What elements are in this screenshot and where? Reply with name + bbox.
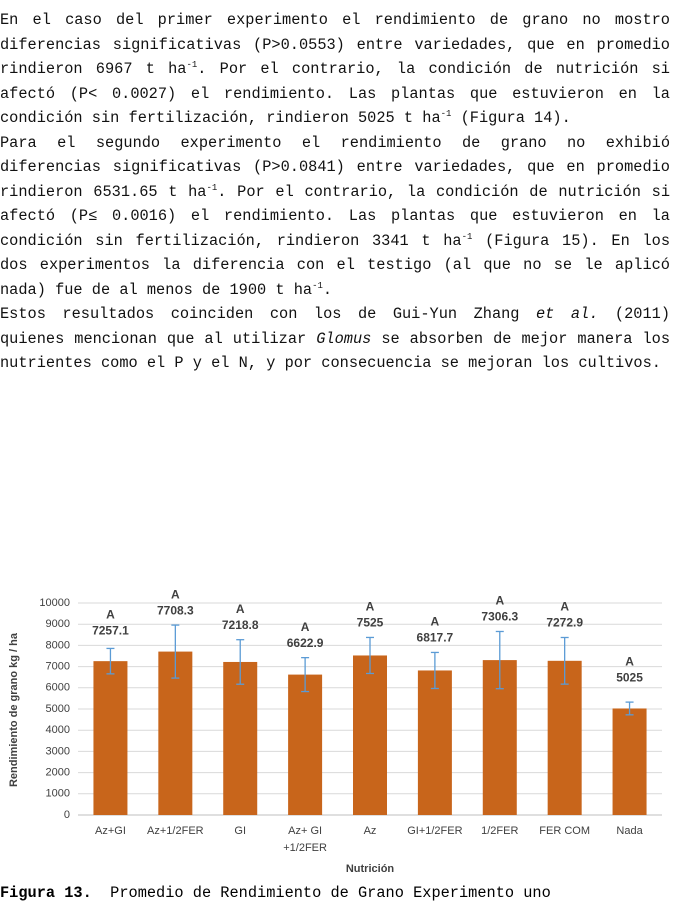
paragraph: En el caso del primer experimento el ren… — [0, 8, 670, 131]
run: . Por el contrario, la condición de nutr… — [0, 182, 670, 250]
y-tick-label: 9000 — [46, 618, 70, 630]
y-tick-label: 2000 — [46, 767, 70, 779]
superscript: -1 — [461, 231, 473, 242]
bar — [417, 670, 452, 815]
value-label: 7257.1 — [92, 623, 129, 637]
run: Para el segundo experimento el rendimien… — [0, 133, 670, 201]
run: En el caso del primer experimento el ren… — [0, 11, 670, 78]
group-label: A — [236, 602, 245, 616]
italic-run: et al. — [536, 305, 599, 323]
value-label: 6622.9 — [287, 636, 324, 650]
run: (2011) quienes mencionan que al utilizar — [0, 305, 671, 348]
x-tick-label: Az+ GI — [288, 825, 322, 837]
y-tick-label: 0 — [64, 809, 70, 821]
group-label: A — [301, 620, 310, 634]
run: (Figura 14). — [451, 109, 571, 127]
y-tick-label: 6000 — [46, 682, 70, 694]
bar — [612, 708, 647, 815]
paragraph: Para el segundo experimento el rendimien… — [0, 131, 670, 303]
run: . Por el contrario, la condición de nutr… — [0, 60, 670, 127]
x-tick-label: GI — [234, 825, 246, 837]
bar — [353, 655, 387, 815]
paragraph: Estos resultados coinciden con los de Gu… — [0, 302, 670, 376]
superscript: -1 — [206, 182, 218, 193]
italic-run: Glomus — [316, 329, 372, 348]
run: (Figura 15). En los dos experimentos la … — [0, 231, 671, 299]
y-tick-label: 1000 — [46, 788, 70, 800]
x-tick-label: Nada — [616, 825, 643, 837]
x-tick-label: FER COM — [539, 825, 590, 837]
bar — [93, 661, 128, 815]
x-axis-title: Nutrición — [346, 863, 395, 875]
caption-label: Figura 13. — [0, 884, 92, 902]
group-label: A — [171, 587, 180, 601]
y-tick-label: 7000 — [46, 661, 70, 673]
run: Estos resultados coinciden con los de Gu… — [0, 305, 536, 323]
value-label: 6817.7 — [417, 631, 454, 645]
bar — [288, 674, 323, 815]
group-label: A — [106, 607, 115, 621]
value-label: 7708.3 — [157, 603, 194, 617]
chart: Nutrición Rendimiento de grano kg / ha 0… — [8, 587, 662, 875]
bar — [223, 661, 258, 815]
superscript: -1 — [312, 280, 323, 291]
y-tick-label: 4000 — [46, 724, 70, 736]
value-label: 7525 — [357, 616, 384, 630]
y-tick-label: 3000 — [46, 745, 70, 757]
superscript: -1 — [440, 108, 452, 119]
body-text: En el caso del primer experimento el ren… — [0, 8, 670, 376]
bar — [547, 660, 582, 815]
caption-text: Promedio de Rendimiento de Grano Experim… — [91, 884, 551, 902]
value-label: 5025 — [616, 671, 643, 685]
y-axis-title: Rendimiento de grano kg / ha — [8, 632, 20, 787]
group-label: A — [560, 600, 569, 614]
y-tick-label: 5000 — [46, 703, 70, 715]
x-tick-label: Az — [364, 825, 377, 837]
y-tick-label: 8000 — [46, 639, 70, 651]
group-label: A — [431, 615, 440, 629]
run: se absorben de mejor manera los nutrient… — [0, 329, 671, 373]
run: . — [322, 280, 333, 299]
x-tick-label: Az+GI — [95, 825, 126, 837]
value-label: 7218.8 — [222, 618, 259, 632]
x-tick-label: +1/2FER — [283, 842, 327, 854]
group-label: A — [495, 594, 504, 608]
caption: Figura 13. Promedio de Rendimiento de Gr… — [0, 884, 551, 902]
x-tick-label: Az+1/2FER — [147, 825, 204, 837]
group-label: A — [366, 600, 375, 614]
bar — [158, 651, 193, 815]
y-tick-label: 10000 — [39, 597, 70, 609]
value-label: 7272.9 — [546, 616, 583, 630]
superscript: -1 — [186, 59, 198, 70]
value-label: 7306.3 — [481, 610, 518, 624]
x-tick-label: 1/2FER — [481, 825, 518, 837]
group-label: A — [625, 655, 634, 669]
x-tick-label: GI+1/2FER — [407, 825, 462, 837]
